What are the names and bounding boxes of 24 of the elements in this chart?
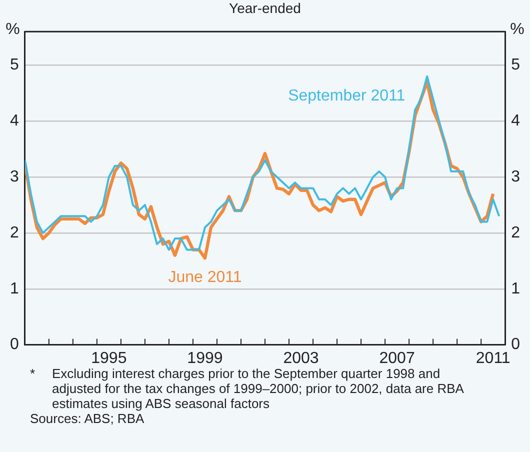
x-tick-label: 1999 [187, 350, 223, 367]
y2-axis-title: % [510, 21, 524, 38]
y-tick-label: 0 [10, 336, 19, 354]
y-axis-title: % [6, 21, 20, 38]
y-tick-label: 3 [10, 168, 19, 186]
x-tick-label: 2007 [379, 350, 415, 367]
y-tick-label: 2 [10, 224, 19, 242]
chart-subtitle: Year-ended [228, 0, 302, 16]
series-label: June 2011 [168, 269, 242, 286]
y2-tick-label: 4 [511, 112, 520, 130]
y2-tick-label: 5 [511, 56, 520, 74]
x-tick-label: 1995 [91, 350, 127, 367]
series-label: September 2011 [288, 87, 406, 104]
y-tick-label: 5 [10, 56, 19, 74]
x-tick-label: 2003 [283, 350, 319, 367]
x-tick-label: 2011 [476, 350, 510, 367]
y2-tick-label: 0 [511, 336, 520, 354]
y2-tick-label: 2 [511, 224, 520, 242]
text: * Excluding interest charges prior to the September quarter 1998 and adjusted for the tax changes of 1999–2000; prior to 2002, data are RBA estimates using ABS seasonal factors [30, 366, 464, 411]
y2-tick-label: 3 [511, 168, 520, 186]
y-tick-label: 4 [10, 112, 19, 130]
y-tick-label: 1 [10, 280, 19, 298]
source-note: Sources: ABS; RBA [30, 411, 146, 426]
y2-tick-label: 1 [511, 280, 520, 298]
